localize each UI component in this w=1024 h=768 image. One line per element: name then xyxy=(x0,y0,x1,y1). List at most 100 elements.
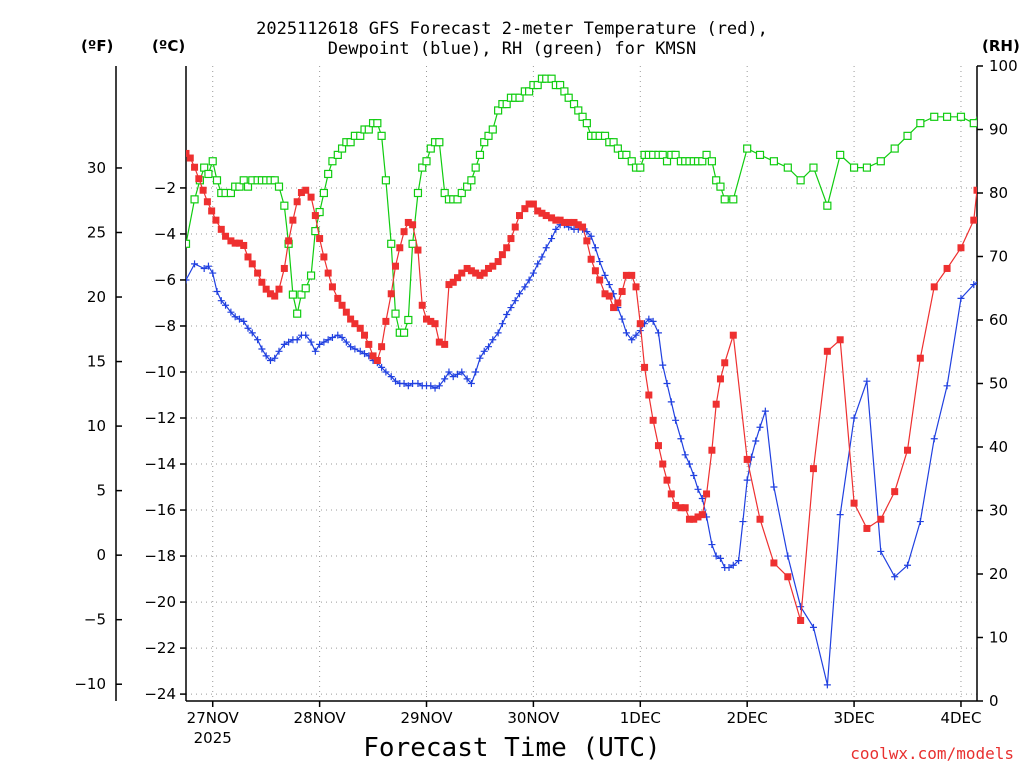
credit-link[interactable]: coolwx.com/models xyxy=(850,744,1014,763)
fahrenheit-tick-label: −10 xyxy=(74,675,106,693)
temperature-point xyxy=(614,299,622,307)
dewpoint-point xyxy=(217,297,225,305)
temperature-point xyxy=(636,320,644,328)
dewpoint-point xyxy=(320,338,328,346)
rh-point xyxy=(836,150,845,159)
dewpoint-point xyxy=(850,414,858,422)
temperature-point xyxy=(525,200,533,208)
dewpoint-point xyxy=(227,308,235,316)
temperature-point xyxy=(195,175,203,183)
x-tick-label: 28NOV xyxy=(294,709,347,727)
temperature-point xyxy=(641,363,649,371)
temperature-point xyxy=(328,283,336,291)
temperature-point xyxy=(552,216,560,224)
dewpoint-point xyxy=(347,343,355,351)
x-year-label: 2025 xyxy=(194,729,232,747)
rh-point xyxy=(574,106,583,115)
temperature-point xyxy=(208,207,216,215)
rh-point xyxy=(969,119,977,128)
dewpoint-point xyxy=(984,270,991,277)
rh-point xyxy=(333,150,342,159)
rh-point xyxy=(609,138,618,147)
rh-point xyxy=(426,144,435,153)
temperature-point xyxy=(334,294,342,302)
temperature-point xyxy=(212,216,220,224)
rh-point xyxy=(809,163,818,172)
rh-point xyxy=(190,195,199,204)
rh-point xyxy=(293,309,302,318)
temperature-point xyxy=(823,347,831,355)
rh-point xyxy=(328,157,337,166)
temperature-point xyxy=(529,200,537,208)
temperature-point xyxy=(770,559,778,567)
temperature-point xyxy=(307,193,315,201)
temperature-point xyxy=(511,223,519,231)
temperature-point xyxy=(423,315,431,323)
dewpoint-point xyxy=(489,336,497,344)
x-tick-label: 27NOV xyxy=(187,709,240,727)
temperature-point xyxy=(373,356,381,364)
rh-point xyxy=(399,328,409,337)
rh-point xyxy=(729,195,738,204)
temperature-point xyxy=(916,354,924,362)
dewpoint-point xyxy=(316,340,324,348)
celsius-tick-label: −12 xyxy=(144,409,176,427)
temperature-point xyxy=(677,504,685,512)
dewpoint-point xyxy=(441,375,449,383)
dewpoint-point xyxy=(663,380,671,387)
celsius-tick-label: −22 xyxy=(144,639,176,657)
temperature-series xyxy=(186,149,977,624)
dewpoint-point xyxy=(351,345,359,353)
temperature-point xyxy=(418,301,426,309)
chart-grid xyxy=(186,66,977,701)
dewpoint-point xyxy=(392,377,400,385)
dewpoint-point xyxy=(685,460,693,468)
temperature-point xyxy=(591,267,599,275)
rh-point xyxy=(475,150,485,159)
rh-point xyxy=(364,125,373,134)
temperature-point xyxy=(957,244,965,252)
temperature-point xyxy=(891,488,899,496)
rh-point xyxy=(658,150,667,159)
rh-point xyxy=(698,157,707,166)
dewpoint-point xyxy=(275,347,283,355)
fahrenheit-tick-label: −5 xyxy=(84,611,106,629)
rh-point xyxy=(311,227,320,236)
rh-point xyxy=(239,176,248,185)
rh-point xyxy=(627,157,636,166)
rh-point xyxy=(560,87,569,96)
temperature-point xyxy=(632,283,640,291)
rh-point xyxy=(408,239,417,248)
fahrenheit-tick-label: 5 xyxy=(96,482,106,500)
dewpoint-point xyxy=(605,281,613,289)
rh-tick-label: 100 xyxy=(989,57,1018,75)
rh-tick-label: 30 xyxy=(989,502,1008,520)
rh-tick-label: 20 xyxy=(989,565,1008,583)
chart-title-line-1: 2025112618 GFS Forecast 2-meter Temperat… xyxy=(256,19,768,39)
temperature-point xyxy=(191,163,199,171)
temperature-point xyxy=(387,290,395,298)
dewpoint-point xyxy=(231,313,239,321)
rh-tick-label: 80 xyxy=(989,184,1008,202)
x-tick-label: 30NOV xyxy=(507,709,560,727)
rh-point xyxy=(903,131,912,140)
dewpoint-point xyxy=(511,297,519,305)
dewpoint-point xyxy=(240,317,248,325)
rh-point xyxy=(471,163,480,172)
temperature-point xyxy=(222,232,230,240)
dewpoint-point xyxy=(659,361,667,369)
dewpoint-point xyxy=(538,253,546,261)
rh-point xyxy=(636,163,645,172)
temperature-point xyxy=(618,287,626,295)
rh-point xyxy=(243,182,253,191)
temperature-point xyxy=(560,218,568,226)
temperature-point xyxy=(382,317,390,325)
temperature-point xyxy=(579,223,587,231)
dewpoint-point xyxy=(191,260,199,268)
dewpoint-point xyxy=(342,338,350,346)
temperature-point xyxy=(244,253,252,261)
dewpoint-point xyxy=(529,269,537,277)
rh-point xyxy=(186,239,191,248)
temperature-point xyxy=(199,186,207,194)
dewpoint-point xyxy=(729,561,737,569)
